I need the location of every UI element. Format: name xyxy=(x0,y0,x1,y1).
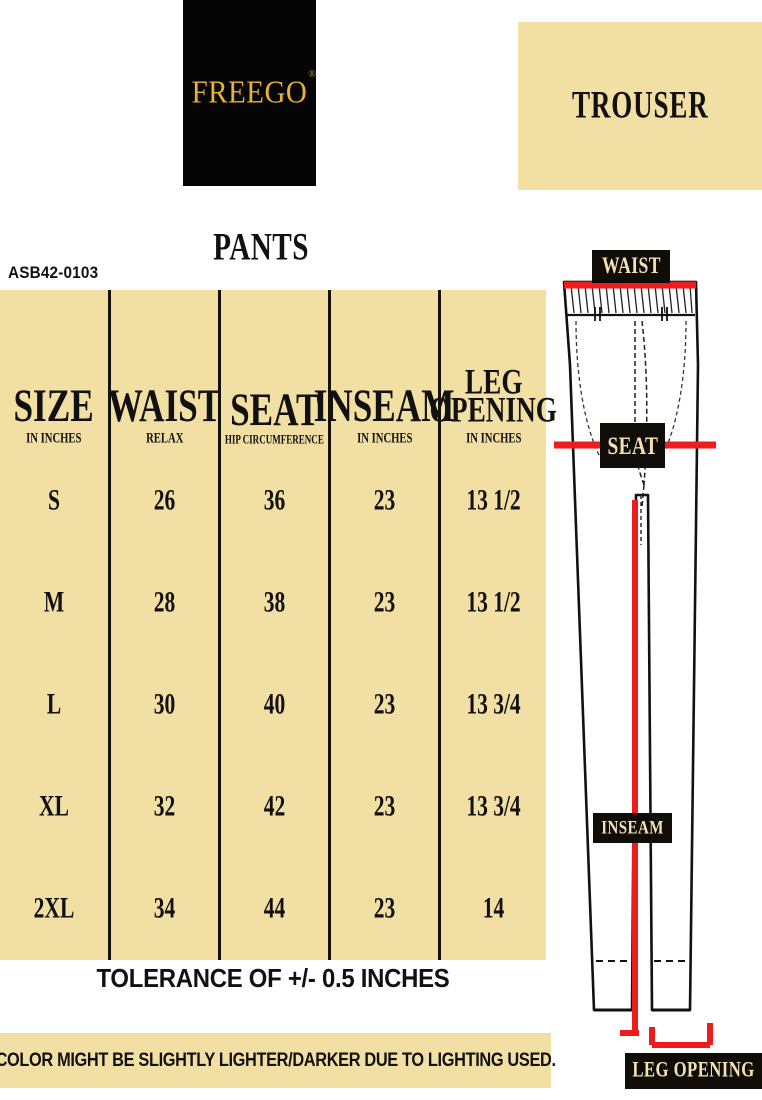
inseam-measure-line xyxy=(620,500,639,1036)
column-title-seat: SEAT xyxy=(229,383,320,436)
brand-name-text: FREEGO xyxy=(191,75,308,110)
table-cell-inseam: 23 xyxy=(373,790,396,823)
registered-trademark-icon: ® xyxy=(308,67,317,80)
table-cell-inseam: 23 xyxy=(373,484,396,517)
column-subtitle-inseam: IN INCHES xyxy=(356,429,413,446)
column-title-size: SIZE xyxy=(13,379,95,432)
trouser-line-drawing xyxy=(554,280,716,1048)
diagram-label-seat-text: SEAT xyxy=(607,430,658,460)
product-type-label: TROUSER xyxy=(571,84,709,127)
table-cell-size: M xyxy=(43,586,65,619)
diagram-label-waist: WAIST xyxy=(592,250,670,283)
product-type-panel: TROUSER xyxy=(518,22,762,190)
trouser-measurement-diagram: WAIST SEAT INSEAM LEG OPENING xyxy=(540,245,762,1100)
column-subtitle-seat: HIP CIRCUMFERENCE xyxy=(225,433,324,447)
diagram-label-inseam-text: INSEAM xyxy=(601,816,664,839)
table-column-waist: WAIST RELAX 26 28 30 32 34 xyxy=(107,290,222,960)
column-title-leg-opening-line2: OPENING xyxy=(429,389,558,431)
table-cell-leg-opening: 13 1/2 xyxy=(466,484,521,517)
table-cell-seat: 38 xyxy=(263,586,286,619)
table-cell-leg-opening: 13 1/2 xyxy=(466,586,521,619)
table-cell-size: 2XL xyxy=(33,892,75,925)
table-cell-size: XL xyxy=(39,790,69,823)
column-subtitle-size: IN INCHES xyxy=(26,429,82,446)
brand-logo: FREEGO ® xyxy=(183,0,316,186)
diagram-label-seat: SEAT xyxy=(600,423,665,468)
column-subtitle-leg-opening: IN INCHES xyxy=(465,429,522,446)
table-cell-inseam: 23 xyxy=(373,892,396,925)
table-cell-seat: 36 xyxy=(263,484,286,517)
column-subtitle-waist: RELAX xyxy=(145,429,184,446)
column-title-waist: WAIST xyxy=(107,379,222,432)
style-code: ASB42-0103 xyxy=(8,263,99,282)
diagram-label-leg-opening-text: LEG OPENING xyxy=(632,1058,755,1083)
column-header-waist: WAIST RELAX xyxy=(107,290,222,450)
table-column-seat: SEAT HIP CIRCUMFERENCE 36 38 40 42 44 xyxy=(218,290,328,960)
table-cell-seat: 42 xyxy=(263,790,286,823)
table-cell-waist: 34 xyxy=(153,892,176,925)
table-cell-inseam: 23 xyxy=(373,586,396,619)
table-cell-waist: 32 xyxy=(153,790,176,823)
table-cell-leg-opening: 14 xyxy=(482,892,505,925)
column-title-leg-opening-line1: LEG xyxy=(464,361,523,402)
table-cell-leg-opening: 13 3/4 xyxy=(466,688,521,721)
color-disclaimer-band: COLOR MIGHT BE SLIGHTLY LIGHTER/DARKER D… xyxy=(0,1033,556,1088)
table-column-leg-opening: LEG OPENING IN INCHES 13 1/2 13 1/2 13 3… xyxy=(430,290,557,960)
color-disclaimer-text: COLOR MIGHT BE SLIGHTLY LIGHTER/DARKER D… xyxy=(0,1049,556,1071)
size-chart-table: SIZE IN INCHES S M L XL 2XL WAIST RELAX … xyxy=(0,290,557,960)
diagram-label-inseam: INSEAM xyxy=(593,813,672,843)
column-header-size: SIZE IN INCHES xyxy=(0,290,108,450)
table-column-size: SIZE IN INCHES S M L XL 2XL xyxy=(0,290,108,960)
diagram-label-waist-text: WAIST xyxy=(601,253,661,279)
column-title-inseam: INSEAM xyxy=(314,379,455,432)
table-cell-waist: 30 xyxy=(153,688,176,721)
leg-opening-measure-line xyxy=(649,1023,713,1048)
table-cell-waist: 26 xyxy=(153,484,176,517)
table-cell-leg-opening: 13 3/4 xyxy=(466,790,521,823)
table-cell-seat: 44 xyxy=(263,892,286,925)
column-header-leg-opening: LEG OPENING IN INCHES xyxy=(430,290,557,450)
page-title: PANTS xyxy=(213,226,309,269)
brand-wordmark: FREEGO ® xyxy=(191,68,316,111)
waistband-elastic-texture xyxy=(570,284,693,314)
table-column-inseam: INSEAM IN INCHES 23 23 23 23 23 xyxy=(314,290,455,960)
table-cell-size: S xyxy=(48,484,60,517)
table-cell-waist: 28 xyxy=(153,586,176,619)
column-header-seat: SEAT HIP CIRCUMFERENCE xyxy=(221,290,328,450)
table-cell-inseam: 23 xyxy=(373,688,396,721)
diagram-label-leg-opening: LEG OPENING xyxy=(625,1053,762,1089)
table-cell-seat: 40 xyxy=(263,688,286,721)
table-cell-size: L xyxy=(46,688,62,721)
column-header-inseam: INSEAM IN INCHES xyxy=(314,290,455,450)
tolerance-note: TOLERANCE OF +/- 0.5 INCHES xyxy=(96,963,450,993)
